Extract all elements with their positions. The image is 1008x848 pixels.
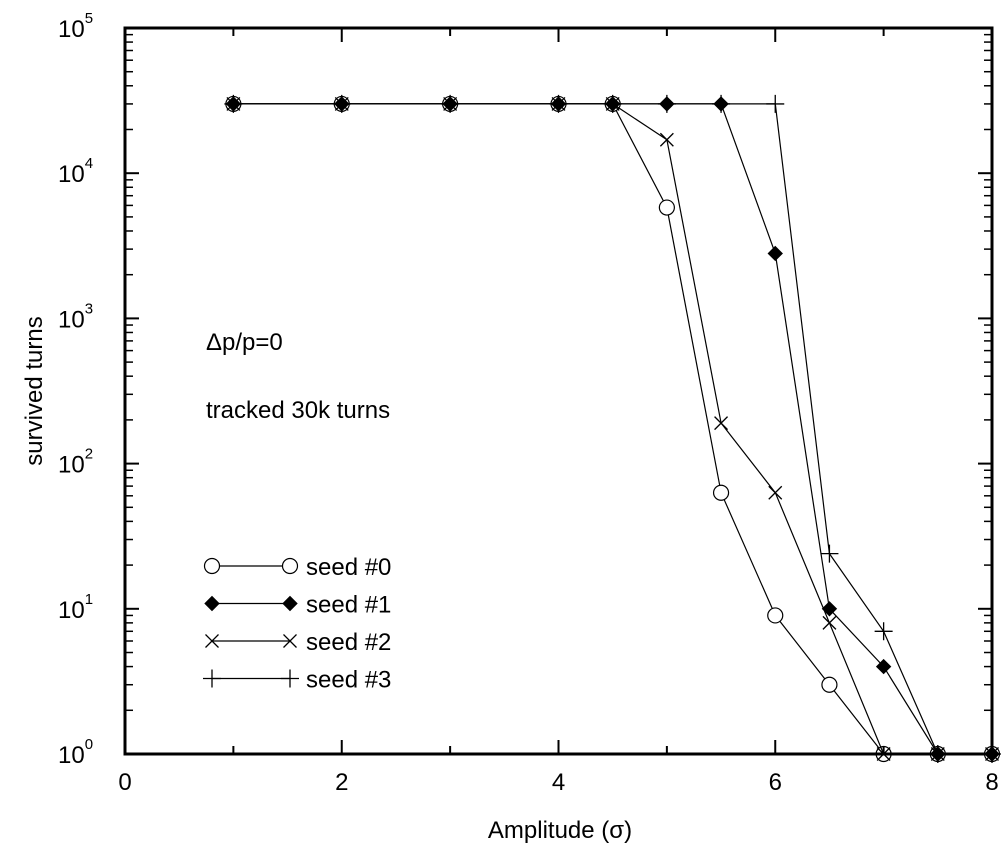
legend-entry: seed #3 xyxy=(203,667,391,694)
data-point-cross xyxy=(822,615,837,630)
series-line xyxy=(233,103,992,755)
data-point-plus xyxy=(549,94,568,113)
x-axis-title: Amplitude (σ) xyxy=(488,817,632,844)
y-tick-exponent: 0 xyxy=(85,736,93,753)
x-tick-labels: 0 2 4 6 8 xyxy=(118,769,998,796)
data-point-plus xyxy=(657,94,676,113)
x-tick-label: 0 xyxy=(118,769,131,796)
data-point-plus xyxy=(766,94,785,113)
data-point-circle xyxy=(281,557,299,575)
data-point-plus xyxy=(441,94,460,113)
legend-label: seed #3 xyxy=(306,667,391,694)
data-point-circle xyxy=(712,484,730,501)
y-tick-label: 102 xyxy=(58,446,93,479)
series-layer xyxy=(224,94,1001,763)
data-point-plus xyxy=(820,544,839,563)
data-point-diamond xyxy=(282,595,298,612)
data-point-diamond xyxy=(204,595,220,612)
data-point-plus xyxy=(203,669,221,688)
series-line xyxy=(233,103,992,755)
data-point-cross xyxy=(714,416,729,431)
data-point-plus xyxy=(281,669,299,688)
data-point-cross xyxy=(768,485,783,500)
data-point-circle xyxy=(203,557,221,575)
x-tick-label: 4 xyxy=(552,769,565,796)
y-tick-base: 10 xyxy=(58,742,85,769)
y-tick-label: 103 xyxy=(58,300,93,333)
data-point-circle xyxy=(658,199,675,216)
data-point-plus xyxy=(603,94,622,113)
legend: seed #0 seed #1 seed #2 seed #3 xyxy=(203,554,391,694)
legend-label: seed #2 xyxy=(306,629,391,656)
data-point-diamond xyxy=(875,658,892,675)
legend-label: seed #0 xyxy=(306,554,391,581)
data-point-diamond xyxy=(821,601,838,617)
y-tick-base: 10 xyxy=(58,452,85,479)
y-tick-label: 104 xyxy=(58,155,93,188)
series-line xyxy=(233,103,992,755)
y-tick-base: 10 xyxy=(58,306,85,333)
y-tick-base: 10 xyxy=(58,161,85,188)
y-tick-exponent: 3 xyxy=(85,300,93,317)
x-tick-label: 2 xyxy=(335,769,348,796)
data-point-plus xyxy=(712,94,731,113)
y-tick-label: 105 xyxy=(58,10,93,43)
legend-entry: seed #1 xyxy=(204,592,391,619)
data-point-diamond xyxy=(767,245,783,262)
plot-frame xyxy=(123,26,994,756)
legend-label: seed #1 xyxy=(306,592,391,619)
data-point-plus xyxy=(874,622,893,641)
legend-entry: seed #2 xyxy=(205,629,391,656)
y-tick-exponent: 1 xyxy=(85,591,93,608)
data-point-cross xyxy=(205,634,219,648)
y-tick-label: 100 xyxy=(58,736,93,769)
x-tick-label: 6 xyxy=(769,769,782,796)
y-tick-exponent: 5 xyxy=(85,10,93,27)
annotation-tracked: tracked 30k turns xyxy=(206,397,390,424)
legend-entry: seed #0 xyxy=(203,554,391,581)
y-tick-label: 101 xyxy=(58,591,93,624)
data-point-cross xyxy=(659,132,674,147)
axis-ticks xyxy=(124,27,993,755)
y-axis-title: survived turns xyxy=(21,316,48,465)
data-point-circle xyxy=(767,607,784,624)
y-tick-base: 10 xyxy=(58,597,85,624)
series-line xyxy=(233,103,992,755)
data-point-plus xyxy=(224,94,243,113)
series-1 xyxy=(225,96,1000,762)
y-tick-exponent: 4 xyxy=(85,155,93,172)
series-3 xyxy=(224,94,1001,763)
data-point-plus xyxy=(332,94,351,113)
data-point-cross xyxy=(283,634,297,648)
x-tick-label: 8 xyxy=(985,769,998,796)
y-tick-base: 10 xyxy=(58,16,85,43)
annotation-momentum: Δp/p=0 xyxy=(206,329,283,356)
data-point-circle xyxy=(821,676,838,693)
y-tick-exponent: 2 xyxy=(85,446,93,463)
